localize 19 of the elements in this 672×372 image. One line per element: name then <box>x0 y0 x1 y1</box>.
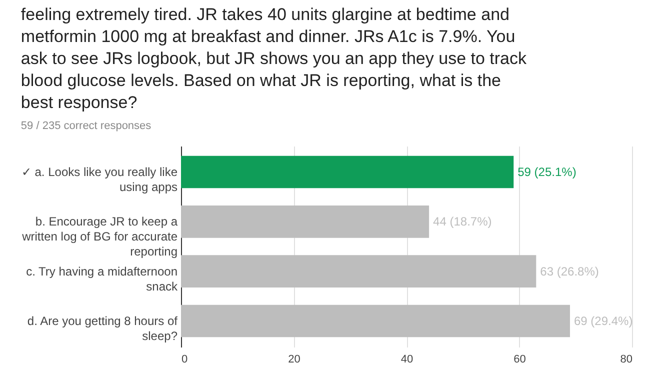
bar <box>181 304 570 338</box>
data-label: 44 (18.7%) <box>433 214 492 229</box>
data-label: 63 (26.8%) <box>540 264 599 278</box>
x-tick-label: 0 <box>182 354 188 366</box>
y-tick-label: c. Try having a midafternoon snack <box>26 264 178 294</box>
bar <box>181 156 514 188</box>
text: 59 / 235 correct responses <box>20 120 152 132</box>
bar <box>181 255 536 288</box>
x-tick-label: 80 <box>620 354 632 366</box>
data-label: 59 (25.1%) <box>518 165 576 180</box>
bar <box>181 206 430 238</box>
data-label: 69 (29.4%) <box>574 314 633 328</box>
x-tick-label: 40 <box>400 354 414 366</box>
y-tick-label: b. Encourage JR to keep a written log of BG for accurate reporting <box>21 214 178 259</box>
x-tick-label: 20 <box>288 354 300 366</box>
chart-title: feeling extremely tired. JR takes 40 units glargine at bedtime and metformin 1000 mg at breakfast and dinner. JRs A1c is 7.9%. You ask to see JRs logbook, but JR shows you an app they use to track blood glucose levels. Based on what JR is reporting, what is the best response? <box>20 5 527 112</box>
x-tick-label: 60 <box>514 354 526 366</box>
y-tick-label: d. Are you getting 8 hours of sleep? <box>27 314 178 343</box>
y-tick-label: ✓ a. Looks like you really like using apps <box>21 165 178 194</box>
